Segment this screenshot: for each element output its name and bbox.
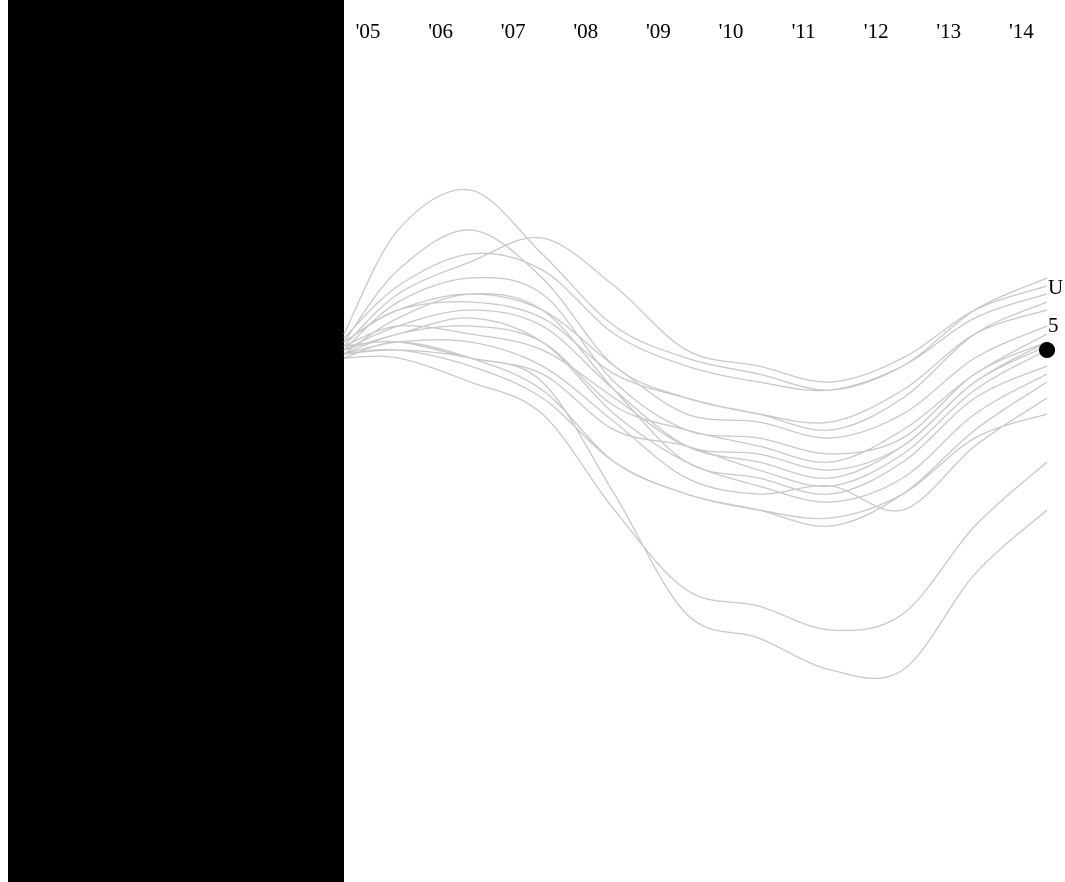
masked-panel	[8, 0, 344, 882]
series-line-14	[343, 317, 1048, 503]
highlight-point[interactable]	[1039, 342, 1055, 358]
series-line-2	[343, 325, 1048, 463]
x-tick-label: '14	[1009, 19, 1034, 43]
series-line-7	[343, 229, 1048, 431]
x-axis-tick-labels: '05 '06 '07 '08 '09 '10 '11 '12 '13 '14	[356, 19, 1035, 43]
series-line-11	[343, 276, 1048, 455]
x-tick-label: '08	[573, 19, 598, 43]
x-tick-label: '10	[719, 19, 744, 43]
series-line-5	[343, 252, 1048, 392]
series-line-16	[343, 339, 1048, 512]
series-line-9	[343, 341, 1048, 527]
x-tick-label: '05	[356, 19, 381, 43]
series-line-12	[343, 355, 1048, 632]
series-line-17	[343, 324, 1048, 471]
x-tick-label: '13	[936, 19, 961, 43]
series-line-15	[343, 293, 1048, 439]
x-tick-label: '09	[646, 19, 671, 43]
series-lines	[343, 188, 1048, 679]
series-line-6	[343, 188, 1048, 391]
highlight-label-line1: U	[1048, 275, 1063, 299]
x-tick-label: '11	[792, 19, 816, 43]
highlight-label-line2: 5	[1048, 313, 1059, 337]
x-tick-label: '06	[428, 19, 453, 43]
x-tick-label: '07	[501, 19, 526, 43]
series-line-18	[343, 349, 1048, 679]
series-line-8	[343, 236, 1048, 383]
series-line-13	[343, 348, 1048, 520]
x-tick-label: '12	[864, 19, 889, 43]
series-line-4	[343, 309, 1048, 479]
